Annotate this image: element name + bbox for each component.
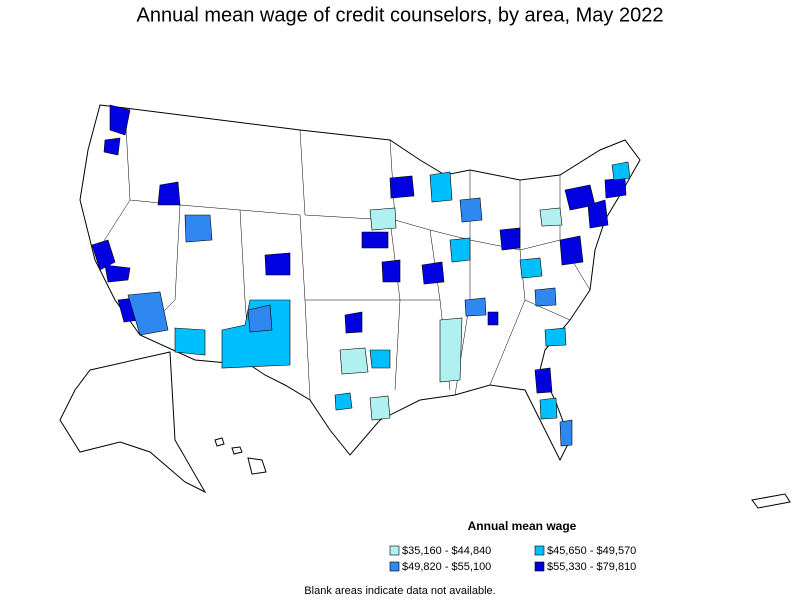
area bbox=[174, 327, 206, 356]
area bbox=[421, 261, 445, 285]
legend-label: $49,820 - $55,100 bbox=[402, 561, 491, 573]
area bbox=[104, 264, 131, 283]
puerto-rico bbox=[751, 493, 791, 509]
legend-items: $35,160 - $44,840 $45,650 - $49,570 $49,82… bbox=[389, 545, 636, 573]
area bbox=[604, 177, 627, 199]
legend-swatch bbox=[389, 545, 400, 556]
legend-swatch bbox=[534, 545, 545, 556]
legend-label: $45,650 - $49,570 bbox=[547, 545, 636, 557]
area bbox=[339, 347, 369, 375]
area bbox=[459, 197, 483, 223]
area bbox=[587, 199, 609, 229]
area bbox=[264, 252, 291, 276]
area bbox=[369, 395, 391, 421]
area bbox=[381, 259, 401, 283]
area bbox=[544, 327, 567, 347]
area bbox=[109, 104, 131, 136]
area bbox=[429, 171, 453, 203]
area bbox=[611, 161, 631, 181]
area bbox=[487, 311, 499, 326]
area bbox=[499, 227, 521, 251]
area bbox=[369, 207, 397, 231]
area bbox=[439, 317, 463, 383]
area bbox=[559, 235, 584, 266]
area bbox=[534, 367, 553, 394]
area bbox=[389, 175, 415, 199]
area bbox=[334, 392, 353, 411]
area bbox=[464, 297, 487, 317]
area bbox=[559, 419, 573, 447]
footnote: Blank areas indicate data not available. bbox=[304, 585, 495, 597]
area bbox=[369, 349, 391, 369]
metro-areas bbox=[91, 104, 631, 447]
legend-swatch bbox=[389, 561, 400, 572]
legend-swatch bbox=[534, 561, 545, 572]
area bbox=[519, 257, 543, 279]
map bbox=[59, 104, 791, 509]
legend-label: $55,330 - $79,810 bbox=[547, 561, 636, 573]
area bbox=[184, 214, 213, 243]
area bbox=[539, 397, 558, 420]
area bbox=[361, 231, 389, 249]
area bbox=[157, 181, 181, 206]
legend: Annual mean wage $35,160 - $44,840 $45,65… bbox=[389, 519, 636, 573]
area bbox=[539, 207, 563, 227]
area bbox=[127, 291, 169, 336]
area bbox=[534, 287, 557, 307]
hawaii bbox=[214, 437, 267, 475]
map-title: Annual mean wage of credit counselors, b… bbox=[137, 4, 664, 26]
alaska bbox=[59, 351, 207, 494]
area bbox=[247, 304, 273, 333]
legend-label: $35,160 - $44,840 bbox=[402, 545, 491, 557]
area bbox=[449, 237, 471, 263]
area bbox=[344, 311, 363, 334]
area bbox=[221, 299, 291, 369]
legend-title: Annual mean wage bbox=[468, 519, 577, 533]
area bbox=[103, 137, 121, 156]
area bbox=[91, 239, 116, 271]
